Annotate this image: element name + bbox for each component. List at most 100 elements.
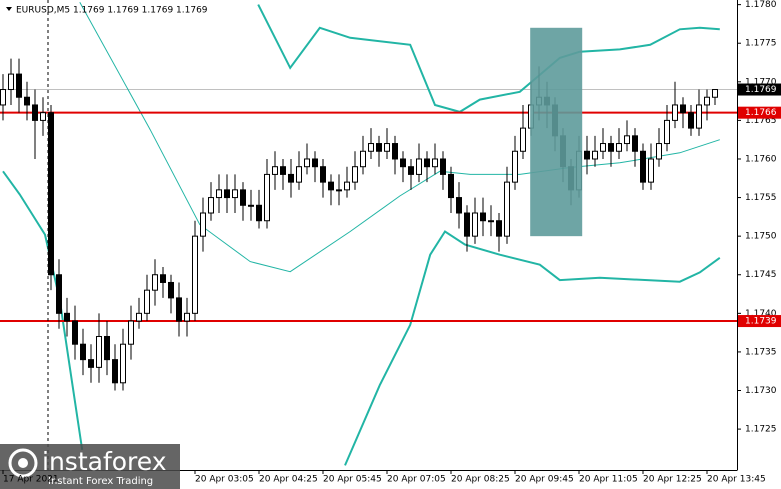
x-tick-label: 20 Apr 09:45	[515, 475, 574, 485]
candle-body	[712, 89, 718, 98]
candle-body	[240, 189, 246, 206]
candle-body	[120, 343, 126, 384]
candle-body	[176, 297, 182, 322]
candle-body	[136, 312, 142, 322]
y-tick-label: 1.1745	[745, 270, 777, 280]
candle-body	[40, 112, 46, 121]
candle-body	[32, 104, 38, 121]
candle-body	[704, 96, 710, 106]
candle-body	[56, 274, 62, 314]
y-tick-label: 1.1765	[745, 116, 777, 126]
candle-body	[616, 143, 622, 152]
candle-body	[296, 166, 302, 183]
candle-body	[216, 189, 222, 199]
candle-body	[288, 173, 294, 183]
chart-title: EURUSD,M5 1.1769 1.1769 1.1769 1.1769	[16, 6, 208, 16]
candle-body	[672, 104, 678, 121]
x-tick-label: 20 Apr 11:05	[579, 475, 638, 485]
y-tick-label: 1.1770	[745, 77, 777, 87]
candle-body	[656, 143, 662, 160]
candle-body	[352, 166, 358, 183]
candle-body	[640, 150, 646, 183]
candle-body	[336, 189, 342, 192]
candle-body	[680, 104, 686, 114]
candle-body	[360, 150, 366, 168]
y-tick-label: 1.1760	[745, 154, 777, 164]
candle-body	[320, 166, 326, 183]
candle-body	[424, 158, 430, 168]
candle-body	[304, 158, 310, 168]
x-tick-label: 20 Apr 07:05	[387, 475, 446, 485]
candle-body	[264, 173, 270, 222]
candle-body	[344, 181, 350, 191]
candle-body	[24, 96, 30, 106]
candle-body	[592, 150, 598, 160]
x-tick-label: 20 Apr 13:45	[707, 475, 766, 485]
y-tick-label: 1.1725	[745, 425, 777, 435]
candle-body	[96, 335, 102, 368]
candle-body	[48, 112, 54, 276]
level-label-box	[738, 106, 781, 119]
candle-body	[256, 204, 262, 222]
candle-body	[448, 173, 454, 199]
watermark-tagline: Instant Forex Trading	[48, 476, 153, 487]
candle-body	[232, 189, 238, 199]
candle-body	[64, 312, 70, 322]
y-tick-label: 1.1740	[745, 309, 777, 319]
y-tick-label: 1.1730	[745, 386, 777, 396]
candle-body	[464, 212, 470, 237]
watermark-logo-dot	[18, 458, 28, 468]
x-tick-label: 20 Apr 05:45	[323, 475, 382, 485]
watermark: instaforex Instant Forex Trading	[0, 444, 180, 489]
candle-body	[160, 274, 166, 283]
y-tick-label: 1.1775	[745, 39, 777, 49]
candle-body	[224, 189, 230, 199]
y-tick-label: 1.1780	[745, 0, 777, 10]
menu-arrow	[6, 7, 12, 11]
candle-body	[312, 158, 318, 168]
candle-body	[688, 112, 694, 129]
level-label: 1.1766	[745, 108, 777, 118]
candle-body	[168, 281, 174, 299]
price-label-box	[738, 83, 781, 96]
candle-body	[280, 166, 286, 175]
candle-body	[504, 181, 510, 237]
candle-body	[104, 335, 110, 361]
candle-body	[512, 150, 518, 183]
candle-body	[80, 343, 86, 361]
candle-body	[272, 166, 278, 175]
candle-body	[400, 158, 406, 168]
plot-area	[0, 2, 737, 466]
indicator-line	[257, 4, 720, 113]
candle-body	[72, 320, 78, 345]
candle-body	[384, 143, 390, 152]
highlight-zone	[530, 27, 583, 237]
level-label: 1.1739	[745, 317, 777, 327]
y-tick-label: 1.1750	[745, 232, 777, 242]
candle-body	[392, 143, 398, 160]
candle-body	[648, 158, 654, 183]
candle-body	[496, 220, 502, 237]
candle-body	[472, 212, 478, 237]
candle-body	[520, 127, 526, 152]
candle-body	[88, 359, 94, 368]
candle-body	[600, 143, 606, 152]
candle-body	[184, 312, 190, 322]
watermark-brand: instaforex	[42, 447, 167, 476]
x-tick-label: 20 Apr 08:25	[451, 475, 510, 485]
candle-body	[8, 73, 14, 91]
candle-body	[112, 359, 118, 384]
x-tick-label: 20 Apr 03:05	[195, 475, 254, 485]
candle-body	[456, 197, 462, 214]
level-label-box	[738, 315, 781, 328]
candle-body	[192, 235, 198, 314]
candle-body	[624, 135, 630, 145]
candle-body	[480, 212, 486, 222]
x-tick-label: 17 Apr 2021	[3, 475, 59, 485]
candle-body	[416, 158, 422, 175]
candle-body	[488, 220, 494, 223]
y-tick-label: 1.1735	[745, 347, 777, 357]
x-tick-label: 20 Apr 12:25	[643, 475, 702, 485]
